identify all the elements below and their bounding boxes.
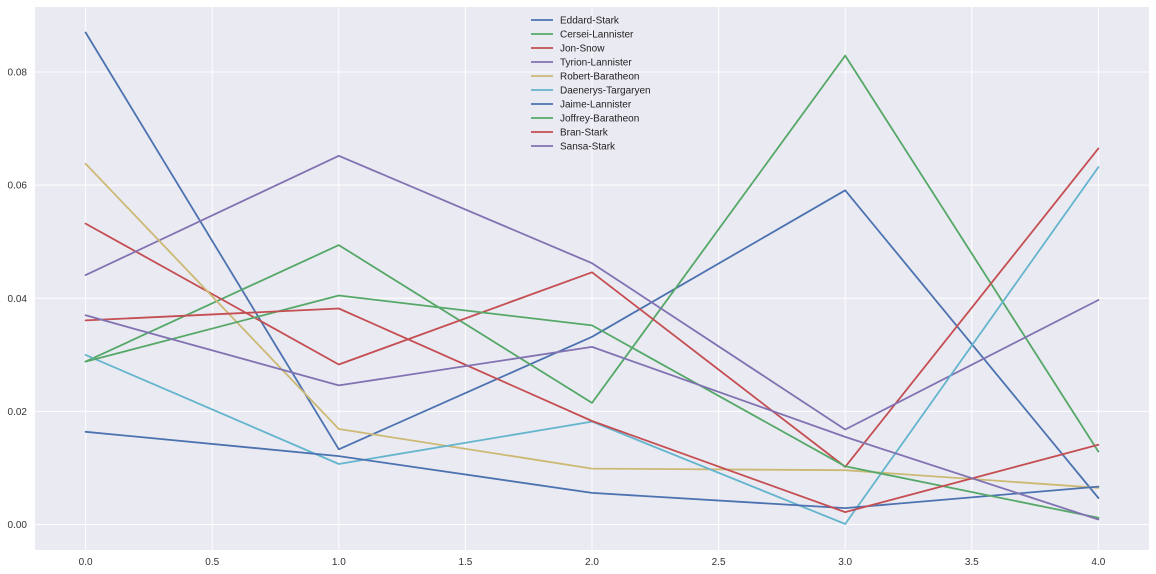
series-line-joffrey-baratheon bbox=[84, 294, 1100, 519]
series-line-tyrion-lannister bbox=[84, 154, 1100, 431]
series-line-robert-baratheon bbox=[84, 162, 1100, 489]
y-tick-label: 0.08 bbox=[8, 68, 28, 79]
x-tick-label: 4.0 bbox=[1091, 557, 1105, 568]
legend-label: Jon-Snow bbox=[560, 44, 605, 55]
legend-label: Cersei-Lannister bbox=[560, 30, 634, 41]
series-line-sansa-stark bbox=[84, 314, 1100, 521]
series-line-eddard-stark bbox=[84, 31, 1100, 499]
legend-item: Jaime-Lannister bbox=[531, 100, 632, 111]
legend-item: Jon-Snow bbox=[531, 44, 605, 55]
legend-item: Bran-Stark bbox=[531, 128, 609, 139]
y-tick-label: 0.04 bbox=[8, 294, 28, 305]
legend-item: Tyrion-Lannister bbox=[531, 58, 632, 69]
y-axis-tick-labels: 0.00 0.02 0.04 0.06 0.08 bbox=[8, 68, 28, 532]
x-tick-label: 2.5 bbox=[712, 557, 726, 568]
legend-label: Robert-Baratheon bbox=[560, 72, 640, 83]
series-line-bran-stark bbox=[84, 307, 1100, 513]
series-line-jaime-lannister bbox=[84, 430, 1100, 510]
x-tick-label: 0.5 bbox=[205, 557, 219, 568]
legend-item: Sansa-Stark bbox=[531, 142, 616, 153]
x-tick-label: 0.0 bbox=[79, 557, 93, 568]
x-tick-label: 3.5 bbox=[965, 557, 979, 568]
legend-item: Eddard-Stark bbox=[531, 16, 620, 27]
legend-label: Bran-Stark bbox=[560, 128, 609, 139]
x-axis-tick-labels: 0.0 0.5 1.0 1.5 2.0 2.5 3.0 3.5 4.0 bbox=[79, 557, 1106, 568]
legend-label: Jaime-Lannister bbox=[560, 100, 632, 111]
y-tick-label: 0.02 bbox=[8, 407, 28, 418]
grid-lines bbox=[35, 7, 1149, 550]
legend-item: Robert-Baratheon bbox=[531, 72, 640, 83]
legend-item: Cersei-Lannister bbox=[531, 30, 634, 41]
legend-item: Joffrey-Baratheon bbox=[531, 114, 639, 125]
legend-item: Daenerys-Targaryen bbox=[531, 86, 651, 97]
x-tick-label: 1.5 bbox=[458, 557, 472, 568]
legend-label: Daenerys-Targaryen bbox=[560, 86, 651, 97]
legend-label: Sansa-Stark bbox=[560, 142, 616, 153]
series-line-cersei-lannister bbox=[84, 54, 1100, 453]
y-tick-label: 0.00 bbox=[8, 520, 28, 531]
x-tick-label: 1.0 bbox=[332, 557, 346, 568]
legend-label: Tyrion-Lannister bbox=[560, 58, 632, 69]
series-lines bbox=[84, 31, 1100, 525]
legend: Eddard-Stark Cersei-Lannister Jon-Snow Tyri… bbox=[531, 16, 651, 153]
y-tick-label: 0.06 bbox=[8, 181, 28, 192]
legend-label: Joffrey-Baratheon bbox=[560, 114, 639, 125]
x-tick-label: 2.0 bbox=[585, 557, 599, 568]
legend-label: Eddard-Stark bbox=[560, 16, 620, 27]
x-tick-label: 3.0 bbox=[838, 557, 852, 568]
